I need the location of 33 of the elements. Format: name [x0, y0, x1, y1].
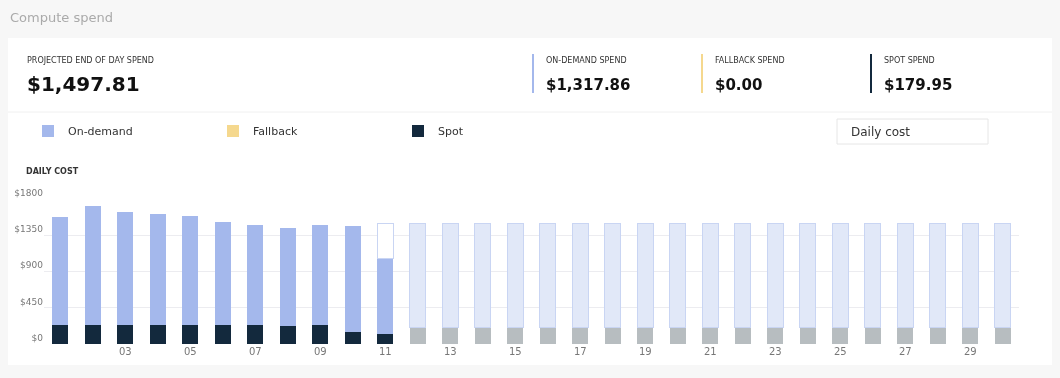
y-tick-label: $1800	[14, 187, 44, 198]
text: $1,497.81	[27, 72, 140, 96]
chart-title: Compute spend	[10, 10, 113, 25]
x-tick-label: 09	[313, 346, 327, 357]
x-tick-label: 27	[898, 346, 912, 357]
legend-label: Fallback	[253, 125, 298, 139]
x-tick-label: 03	[118, 346, 132, 357]
x-tick-label: 05	[183, 346, 197, 357]
text: $0.00	[715, 76, 763, 94]
y-tick-label: $0	[31, 332, 44, 343]
x-tick-label: 23	[768, 346, 782, 357]
x-tick-label: 29	[963, 346, 977, 357]
text: SPOT SPEND	[884, 56, 935, 65]
x-tick-label: 25	[833, 346, 847, 357]
text: Daily cost	[851, 125, 911, 139]
x-tick-label: 15	[508, 346, 522, 357]
legend-label: On-demand	[68, 125, 133, 139]
y-tick-label: $450	[20, 296, 44, 307]
x-tick-label: 11	[378, 346, 392, 357]
x-tick-label: 07	[248, 346, 262, 357]
y-tick-label: $900	[20, 260, 44, 271]
x-tick-label: 19	[638, 346, 652, 357]
text: $1,317.86	[546, 76, 631, 94]
text: FALLBACK SPEND	[715, 56, 785, 65]
y-axis-title: DAILY COST	[26, 167, 79, 176]
legend-label: Spot	[438, 125, 464, 139]
x-tick-label: 17	[573, 346, 587, 357]
text: ON-DEMAND SPEND	[546, 56, 627, 65]
text: $179.95	[884, 76, 953, 94]
text: PROJECTED END OF DAY SPEND	[27, 56, 154, 65]
x-tick-label: 21	[703, 346, 717, 357]
x-tick-label: 13	[443, 346, 457, 357]
y-tick-label: $1350	[14, 224, 44, 235]
